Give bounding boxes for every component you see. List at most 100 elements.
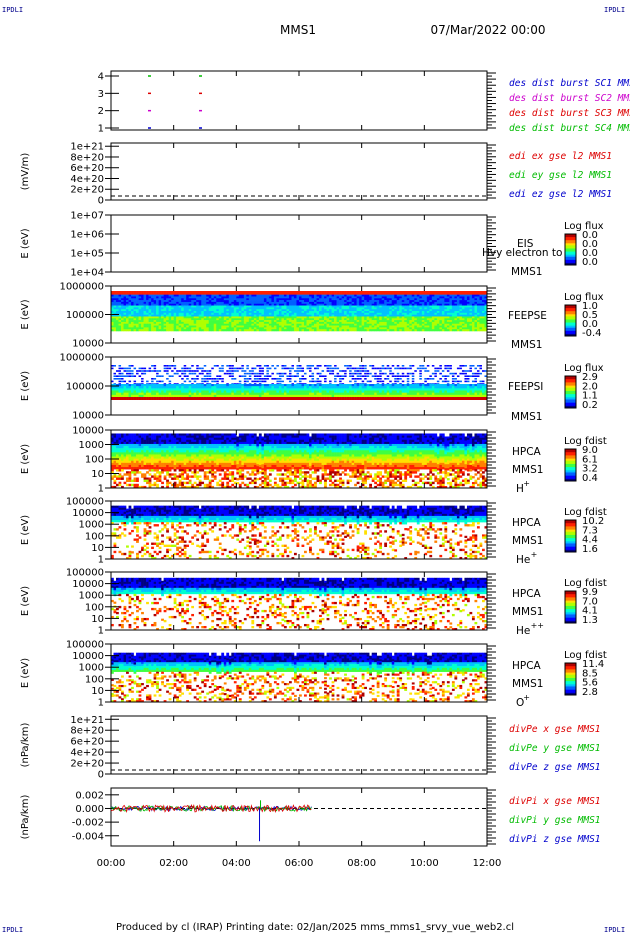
heatmap-cell xyxy=(386,392,390,396)
heatmap-cell xyxy=(374,294,378,297)
heatmap-cell xyxy=(163,305,167,308)
colorbar-swatch xyxy=(565,261,576,264)
heatmap-cell xyxy=(266,303,270,306)
heatmap-cell xyxy=(399,307,403,310)
heatmap-cell xyxy=(301,294,305,297)
heatmap-cell xyxy=(331,329,335,332)
heatmap-cell xyxy=(236,386,240,389)
heatmap-cell xyxy=(211,390,215,393)
heatmap-cell xyxy=(374,300,378,303)
heatmap-cell xyxy=(281,388,285,391)
heatmap-cell xyxy=(236,397,240,400)
heatmap-cell xyxy=(158,301,162,305)
heatmap-cell xyxy=(434,307,438,310)
heatmap-cell xyxy=(409,303,413,306)
heatmap-cell xyxy=(123,314,127,317)
heatmap-cell xyxy=(414,301,418,305)
heatmap-cell xyxy=(469,314,473,317)
heatmap-cell xyxy=(236,305,240,308)
heatmap-cell xyxy=(178,321,182,325)
heatmap-cell xyxy=(351,312,355,315)
heatmap-cell xyxy=(389,296,393,299)
heatmap-cell xyxy=(414,314,418,317)
heatmap-cell xyxy=(288,370,292,372)
heatmap-cell xyxy=(404,312,408,315)
heatmap-cell xyxy=(371,394,375,398)
colorbar-swatch xyxy=(565,313,576,315)
heatmap-cell xyxy=(203,298,207,301)
heatmap-cell xyxy=(456,312,460,315)
heatmap-cell xyxy=(111,321,114,325)
heatmap-cell xyxy=(118,390,122,393)
heatmap-cell xyxy=(464,303,468,306)
heatmap-cell xyxy=(426,309,430,312)
heatmap-cell xyxy=(293,291,297,294)
heatmap-cell xyxy=(213,394,217,398)
heatmap-cell xyxy=(359,305,362,308)
heatmap-cell xyxy=(246,298,250,301)
heatmap-cell xyxy=(241,370,244,372)
heatmap-cell xyxy=(111,305,114,308)
heatmap-cell xyxy=(253,292,257,295)
heatmap-cell xyxy=(389,325,393,328)
heatmap-cell xyxy=(203,375,207,377)
heatmap-cell xyxy=(128,325,132,328)
heatmap-cell xyxy=(389,372,392,375)
heatmap-cell xyxy=(131,311,134,314)
heatmap-cell xyxy=(324,307,327,310)
heatmap-cell xyxy=(409,367,412,370)
heatmap-cell xyxy=(334,329,337,332)
heatmap-cell xyxy=(123,397,127,400)
heatmap-cell xyxy=(404,327,408,330)
heatmap-cell xyxy=(386,386,390,389)
heatmap-cell xyxy=(346,388,350,391)
heatmap-cell xyxy=(441,305,445,308)
heatmap-cell xyxy=(386,301,390,305)
heatmap-cell xyxy=(371,305,375,308)
heatmap-cell xyxy=(301,292,305,295)
heatmap-cell xyxy=(386,292,390,295)
heatmap-cell xyxy=(256,301,260,305)
heatmap-cell xyxy=(334,320,337,323)
heatmap-cell xyxy=(288,300,292,303)
heatmap-cell xyxy=(431,325,435,328)
heatmap-cell xyxy=(236,296,240,299)
heatmap-cell xyxy=(381,365,385,367)
heatmap-cell xyxy=(341,294,345,297)
colorbar-swatch xyxy=(565,315,576,317)
heatmap-cell xyxy=(299,311,302,314)
heatmap-cell xyxy=(176,305,179,308)
colorbar-swatch xyxy=(565,237,576,239)
heatmap-cell xyxy=(344,329,347,332)
heatmap-cell xyxy=(181,321,184,325)
heatmap-cell xyxy=(346,397,350,400)
heatmap-cell xyxy=(434,291,438,294)
heatmap-cell xyxy=(334,365,337,367)
heatmap-cell xyxy=(263,390,267,393)
heatmap-cell xyxy=(233,329,237,332)
heatmap-cell xyxy=(221,390,225,393)
heatmap-cell xyxy=(203,307,207,310)
heatmap-cell xyxy=(268,292,272,295)
heatmap-cell xyxy=(221,370,224,372)
heatmap-cell xyxy=(299,370,302,372)
heatmap-cell xyxy=(156,294,159,297)
heatmap-cell xyxy=(364,327,367,330)
heatmap-cell xyxy=(196,327,200,330)
heatmap-cell xyxy=(481,311,485,314)
heatmap-cell xyxy=(148,329,152,332)
heatmap-cell xyxy=(321,325,325,328)
heatmap-cell xyxy=(213,329,217,332)
heatmap-cell xyxy=(148,296,152,299)
heatmap-cell xyxy=(306,392,310,396)
heatmap-cell xyxy=(198,384,202,387)
heatmap-cell xyxy=(111,320,114,323)
heatmap-cell xyxy=(238,380,242,383)
heatmap-cell xyxy=(399,388,403,391)
heatmap-cell xyxy=(233,378,237,380)
legend-entry: edi ey gse l2 MMS1 xyxy=(509,170,612,181)
heatmap-cell xyxy=(116,384,119,387)
heatmap-cell xyxy=(296,316,300,319)
heatmap-cell xyxy=(168,392,172,396)
heatmap-cell xyxy=(241,312,245,315)
